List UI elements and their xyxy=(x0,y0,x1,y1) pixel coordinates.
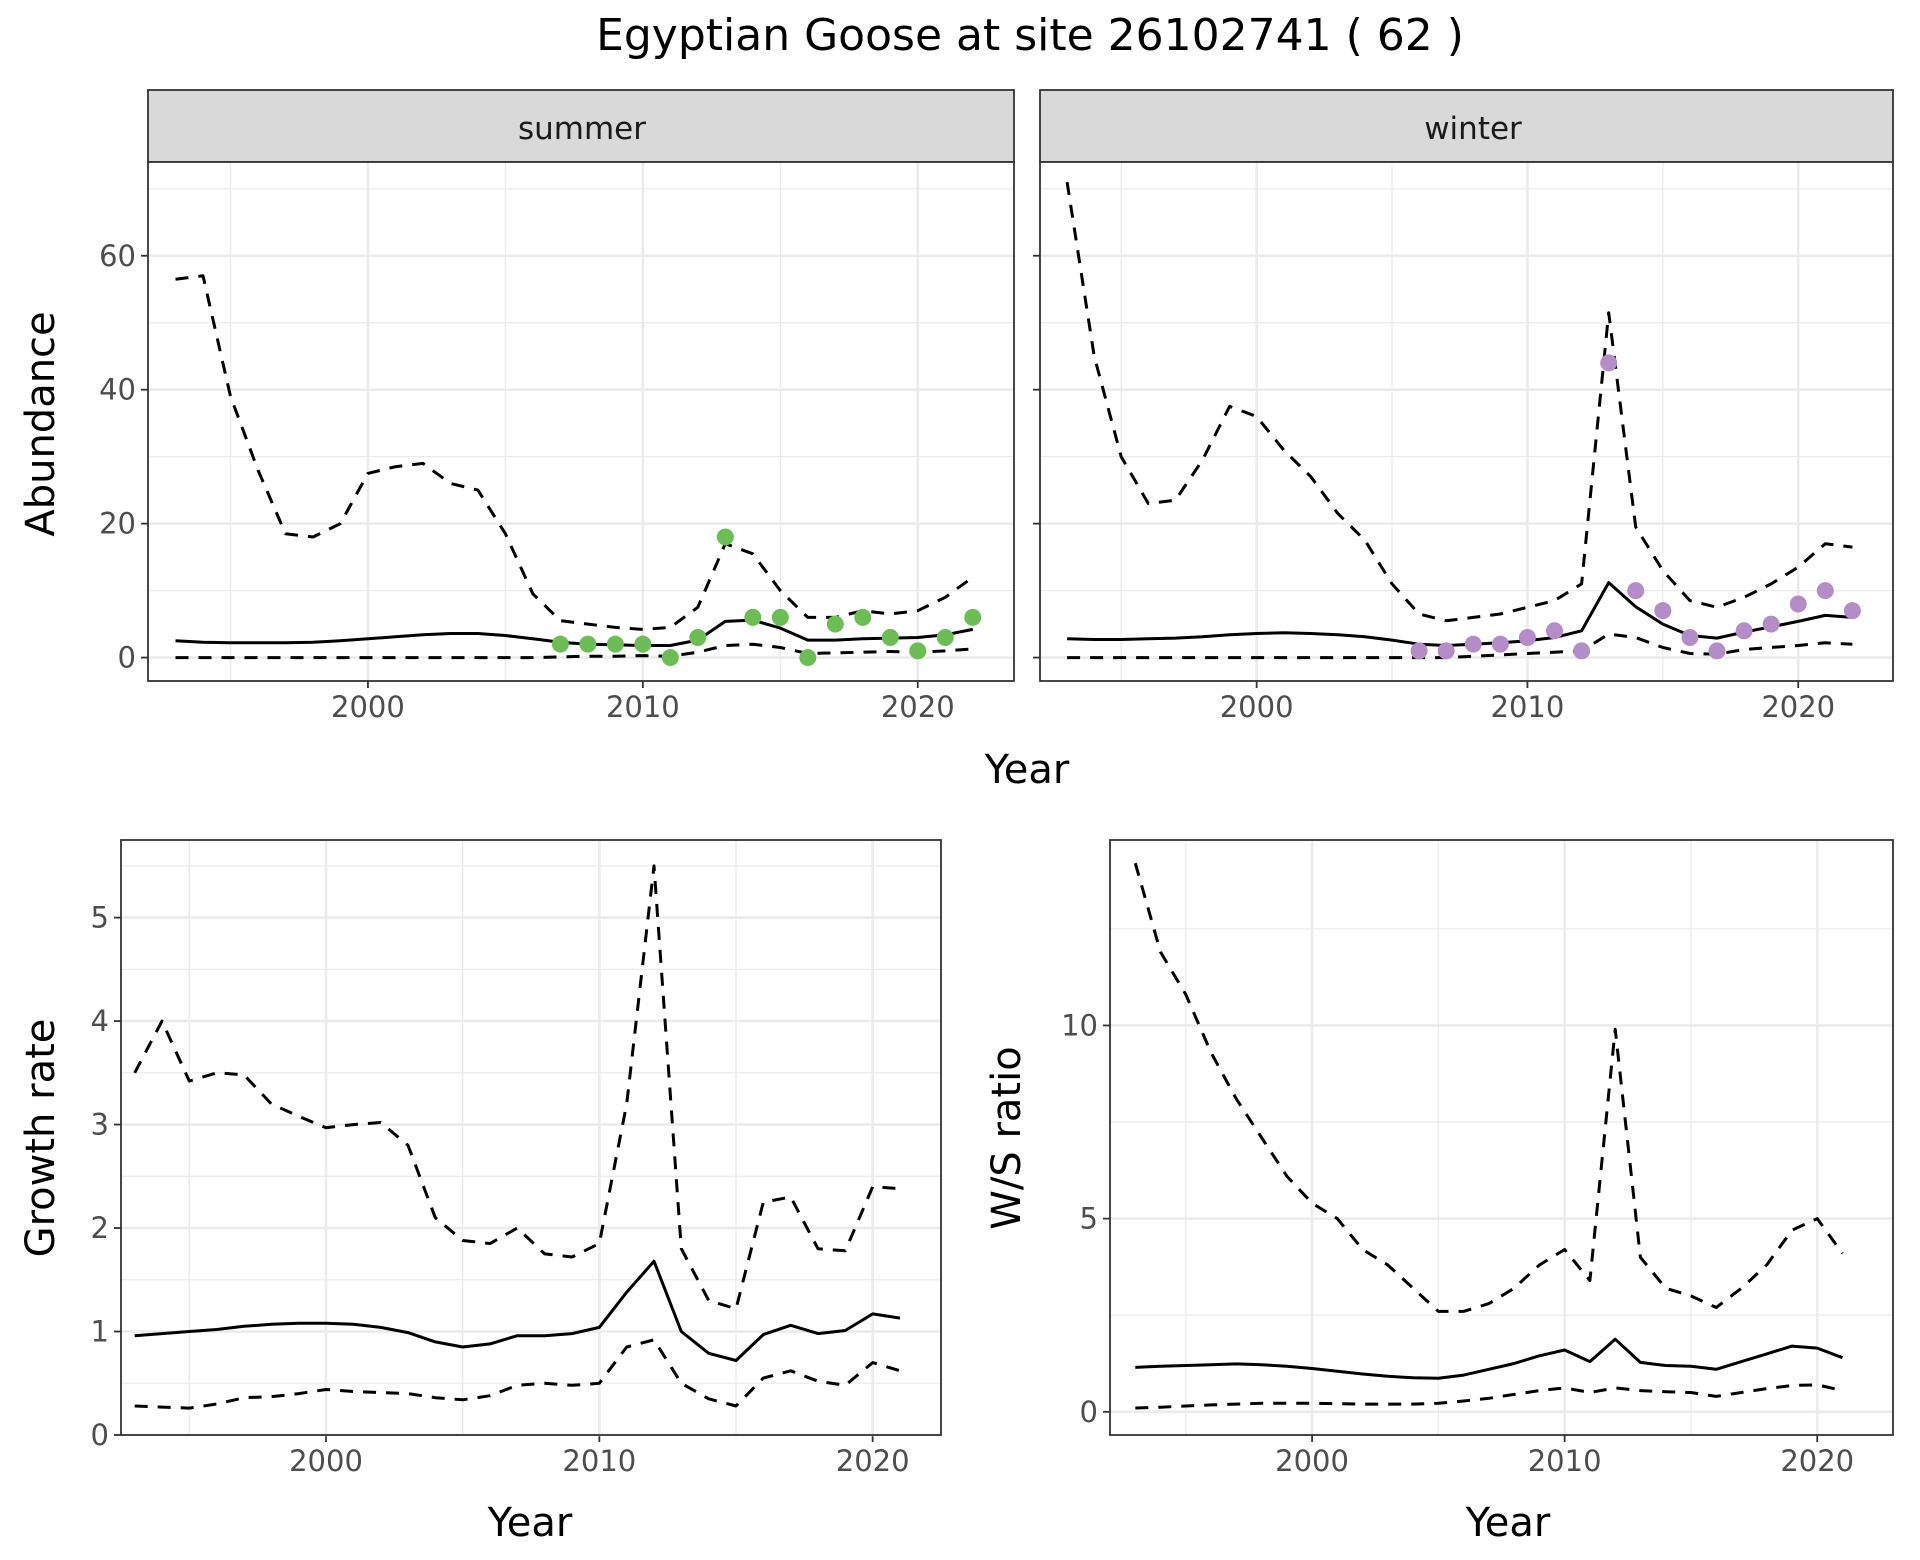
y-tick-label-summer: 60 xyxy=(99,239,136,273)
observed-point-summer xyxy=(964,608,982,626)
y-tick-label-summer: 20 xyxy=(99,507,136,541)
y-tick-label-summer: 40 xyxy=(99,373,136,407)
lower-bound-line-growth xyxy=(134,1338,901,1410)
observed-point-summer xyxy=(716,528,734,546)
x-axis-title-top: Year xyxy=(984,747,1070,793)
x-tick-label-summer: 2010 xyxy=(606,690,680,724)
chart-title: Egyptian Goose at site 26102741 ( 62 ) xyxy=(596,10,1464,61)
upper-bound-line-winter xyxy=(1065,181,1853,623)
panel-background-summer xyxy=(148,162,1014,681)
median-line-growth xyxy=(134,1259,901,1362)
observed-point-winter xyxy=(1600,354,1618,372)
upper-bound-line-ws xyxy=(1133,862,1844,1313)
x-tick-label-winter: 2000 xyxy=(1220,690,1294,724)
observed-point-winter xyxy=(1627,582,1645,600)
y-axis-title-growth-rate: Growth rate xyxy=(18,1019,64,1258)
y-tick-label-ws: 5 xyxy=(1080,1202,1098,1236)
x-tick-label-growth: 2000 xyxy=(289,1444,363,1478)
observed-point-summer xyxy=(771,608,789,626)
observed-point-winter xyxy=(1410,642,1428,660)
y-tick-label-growth: 3 xyxy=(91,1108,109,1142)
observed-point-winter xyxy=(1681,628,1699,646)
x-tick-label-winter: 2010 xyxy=(1491,690,1565,724)
x-tick-label-summer: 2000 xyxy=(331,690,405,724)
panel-background-winter xyxy=(1040,162,1893,681)
observed-point-summer xyxy=(551,635,569,653)
y-axis-title-ws-ratio: W/S ratio xyxy=(984,1046,1030,1229)
observed-point-summer xyxy=(744,608,762,626)
facet-label-summer: summer xyxy=(518,111,646,147)
observed-point-winter xyxy=(1789,595,1807,613)
observed-point-winter xyxy=(1437,642,1455,660)
observed-point-winter xyxy=(1573,642,1591,660)
observed-point-winter xyxy=(1708,642,1726,660)
observed-point-summer xyxy=(909,642,927,660)
observed-point-summer xyxy=(579,635,597,653)
x-tick-label-growth: 2020 xyxy=(836,1444,910,1478)
observed-point-summer xyxy=(936,628,954,646)
y-tick-label-summer: 0 xyxy=(118,641,136,675)
panel-border-ws xyxy=(1109,839,1894,1436)
observed-point-summer xyxy=(854,608,872,626)
x-axis-title-ws: Year xyxy=(1465,1500,1551,1546)
observed-point-summer xyxy=(661,649,679,667)
y-tick-label-growth: 0 xyxy=(91,1418,109,1452)
facet-strip-summer xyxy=(147,89,1015,163)
panel-background-ws xyxy=(1110,840,1893,1435)
facet-label-winter: winter xyxy=(1424,111,1522,147)
facet-strip-winter xyxy=(1039,89,1894,163)
x-tick-label-ws: 2000 xyxy=(1275,1444,1349,1478)
observed-point-summer xyxy=(689,628,707,646)
observed-point-summer xyxy=(634,635,652,653)
x-axis-title-growth: Year xyxy=(487,1500,573,1546)
panel-background-growth xyxy=(121,840,941,1435)
y-tick-label-growth: 2 xyxy=(91,1211,109,1245)
y-tick-label-growth: 5 xyxy=(91,901,109,935)
y-tick-label-growth: 1 xyxy=(91,1315,109,1349)
observed-point-winter xyxy=(1735,622,1753,640)
median-line-summer xyxy=(175,618,974,647)
x-tick-label-growth: 2010 xyxy=(562,1444,636,1478)
observed-point-winter xyxy=(1464,635,1482,653)
upper-bound-line-summer xyxy=(175,274,974,631)
y-tick-label-ws: 0 xyxy=(1080,1395,1098,1429)
median-line-winter xyxy=(1067,581,1853,647)
y-axis-title-abundance: Abundance xyxy=(18,311,64,536)
lower-bound-line-winter xyxy=(1067,632,1853,660)
x-tick-label-winter: 2020 xyxy=(1761,690,1835,724)
y-tick-label-growth: 4 xyxy=(91,1004,109,1038)
x-tick-label-ws: 2010 xyxy=(1528,1444,1602,1478)
observed-point-summer xyxy=(881,628,899,646)
lower-bound-line-summer xyxy=(175,642,973,660)
upper-bound-line-growth xyxy=(133,864,901,1311)
observed-point-winter xyxy=(1546,622,1564,640)
median-line-ws xyxy=(1135,1337,1844,1380)
observed-point-winter xyxy=(1762,615,1780,633)
panel-border-growth xyxy=(120,839,942,1436)
observed-point-winter xyxy=(1491,635,1509,653)
observed-point-winter xyxy=(1518,628,1536,646)
observed-point-summer xyxy=(799,649,817,667)
y-tick-label-ws: 10 xyxy=(1061,1008,1098,1042)
observed-point-summer xyxy=(826,615,844,633)
lower-bound-line-ws xyxy=(1135,1383,1843,1410)
observed-point-summer xyxy=(606,635,624,653)
panel-border-winter xyxy=(1039,161,1894,682)
x-tick-label-ws: 2020 xyxy=(1780,1444,1854,1478)
observed-point-winter xyxy=(1654,602,1672,620)
observed-point-winter xyxy=(1816,582,1834,600)
panel-border-summer xyxy=(147,161,1015,682)
observed-point-winter xyxy=(1843,602,1861,620)
x-tick-label-summer: 2020 xyxy=(881,690,955,724)
